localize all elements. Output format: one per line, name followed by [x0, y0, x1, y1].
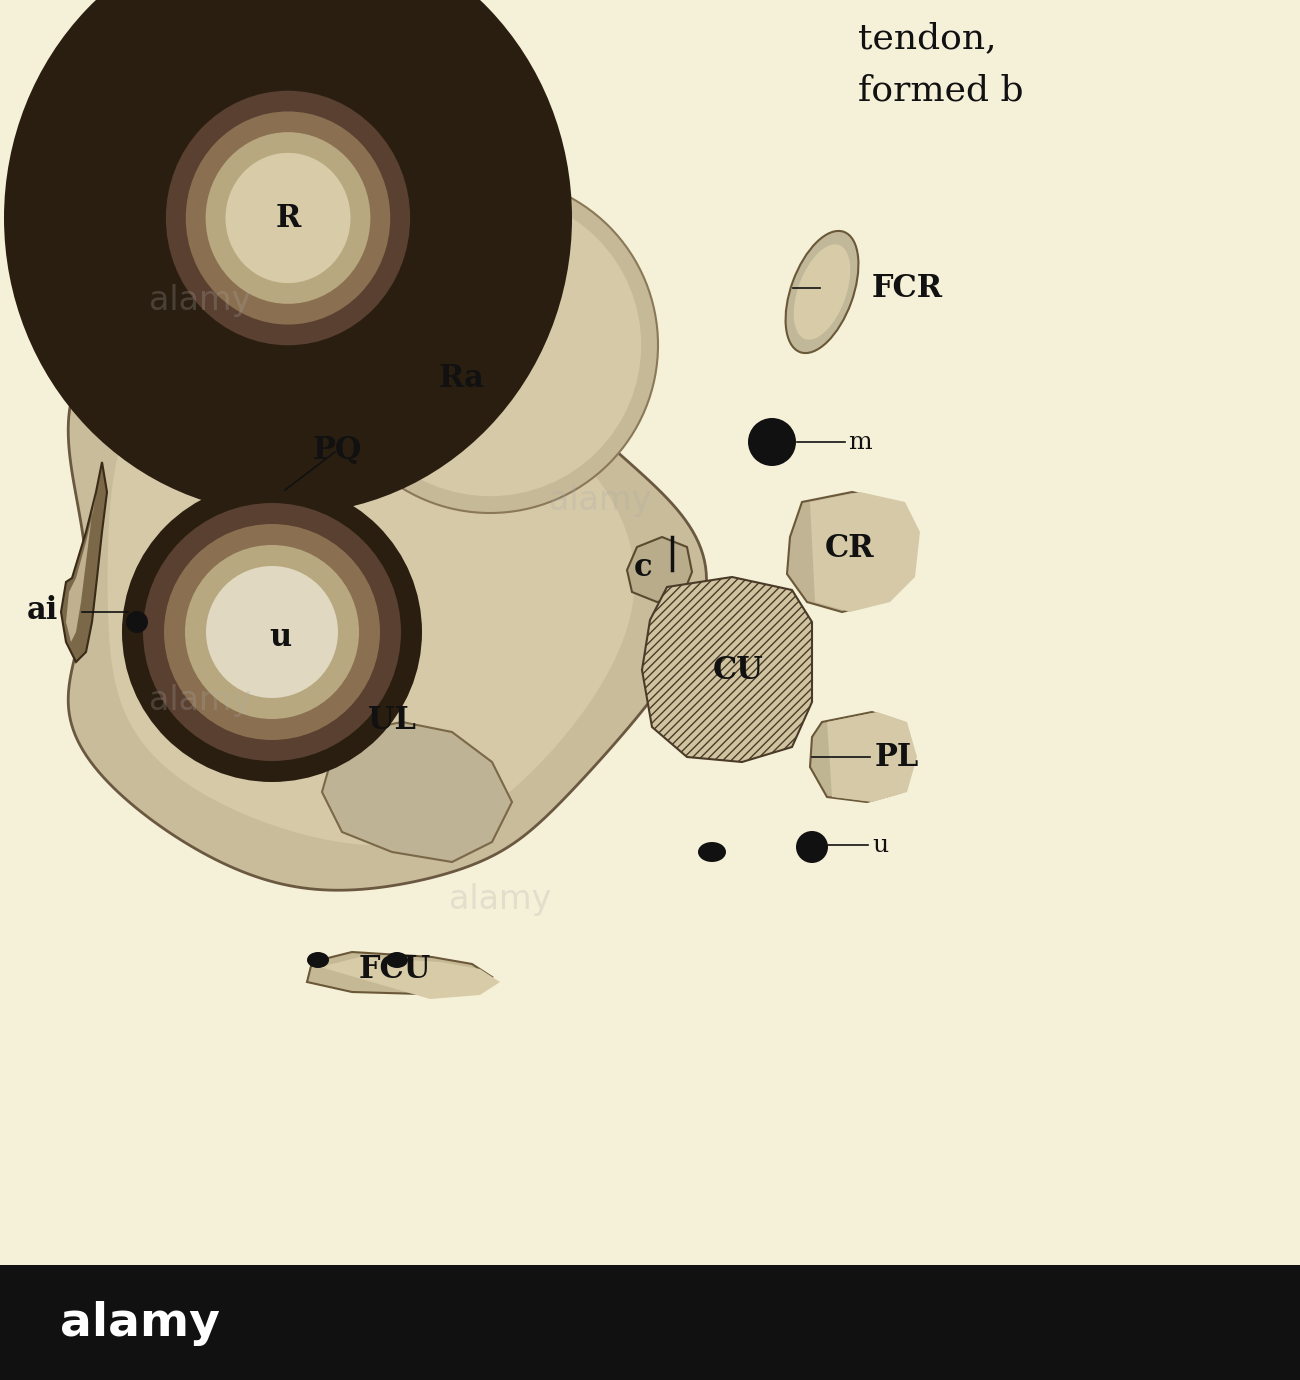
Ellipse shape	[122, 482, 422, 782]
Ellipse shape	[164, 524, 380, 740]
Ellipse shape	[698, 842, 725, 862]
Ellipse shape	[794, 244, 850, 339]
Text: CU: CU	[712, 654, 763, 686]
Circle shape	[796, 831, 828, 862]
Ellipse shape	[224, 48, 260, 76]
Ellipse shape	[386, 952, 408, 967]
Ellipse shape	[205, 566, 338, 698]
Ellipse shape	[785, 230, 858, 353]
Text: Ra: Ra	[439, 363, 485, 393]
Ellipse shape	[320, 17, 370, 54]
Ellipse shape	[186, 112, 390, 324]
Polygon shape	[322, 722, 512, 862]
Circle shape	[322, 177, 658, 513]
Ellipse shape	[200, 40, 240, 70]
Ellipse shape	[195, 36, 244, 75]
Circle shape	[339, 193, 641, 497]
Text: CR: CR	[826, 533, 875, 563]
Text: FCR: FCR	[872, 272, 942, 304]
Ellipse shape	[272, 68, 312, 97]
Ellipse shape	[307, 952, 329, 967]
Text: ai: ai	[26, 595, 57, 625]
Ellipse shape	[166, 91, 410, 345]
Text: formed b: formed b	[858, 73, 1023, 108]
Ellipse shape	[266, 63, 317, 101]
Ellipse shape	[146, 70, 430, 366]
Polygon shape	[61, 462, 107, 662]
Polygon shape	[810, 493, 920, 611]
Bar	[0, 1265, 1300, 1380]
Ellipse shape	[181, 105, 396, 330]
Circle shape	[747, 418, 796, 466]
Ellipse shape	[283, 39, 320, 66]
Text: alamy: alamy	[148, 683, 251, 716]
Text: UL: UL	[368, 705, 416, 736]
Text: alamy: alamy	[148, 283, 251, 316]
Polygon shape	[810, 712, 913, 802]
Polygon shape	[320, 956, 500, 999]
Ellipse shape	[4, 0, 572, 513]
Polygon shape	[627, 537, 692, 602]
Text: c: c	[633, 552, 653, 582]
Text: PQ: PQ	[312, 435, 361, 465]
Text: tendon,: tendon,	[858, 21, 997, 55]
Ellipse shape	[225, 153, 351, 283]
Text: u: u	[269, 621, 291, 653]
Ellipse shape	[185, 545, 359, 719]
Ellipse shape	[205, 132, 370, 304]
Text: u: u	[872, 834, 888, 857]
Text: FCU: FCU	[359, 954, 432, 984]
Text: alamy: alamy	[549, 483, 651, 516]
Text: m: m	[848, 431, 871, 454]
Ellipse shape	[104, 26, 473, 410]
Text: R: R	[276, 203, 300, 233]
Polygon shape	[68, 269, 706, 890]
Ellipse shape	[325, 19, 365, 50]
Ellipse shape	[143, 502, 400, 760]
Text: PL: PL	[875, 741, 919, 773]
Polygon shape	[66, 493, 96, 642]
Ellipse shape	[260, 28, 300, 57]
Ellipse shape	[146, 70, 430, 366]
Polygon shape	[642, 577, 812, 762]
Polygon shape	[108, 315, 634, 846]
Polygon shape	[296, 352, 361, 502]
Ellipse shape	[55, 0, 521, 461]
Polygon shape	[307, 952, 491, 994]
Text: alamy: alamy	[448, 883, 551, 916]
Text: alamy: alamy	[60, 1300, 220, 1346]
Ellipse shape	[255, 23, 306, 61]
Polygon shape	[786, 493, 913, 611]
Polygon shape	[827, 712, 916, 802]
Circle shape	[126, 611, 148, 633]
